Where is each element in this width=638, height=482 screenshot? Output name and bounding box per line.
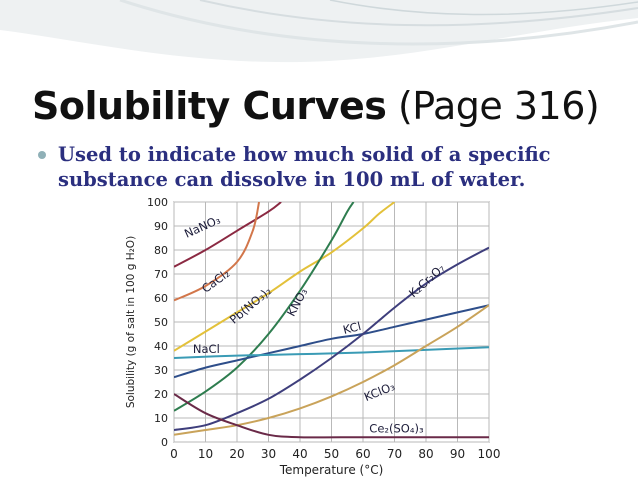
series-label-nacl: NaCl: [193, 342, 220, 356]
x-tick-label: 20: [229, 447, 244, 461]
y-tick-label: 10: [154, 412, 168, 425]
solubility-chart-svg: 0 10 20 30 40 50 60 70 80 90 100 0 10 20 30 40 50 60 70 80 9…: [125, 196, 501, 477]
series-line-kno: [174, 202, 355, 412]
series-label-ceso: Ce₂(SO₄)₃: [369, 421, 424, 435]
solubility-chart: 0 10 20 30 40 50 60 70 80 90 100 0 10 20 30 40 50 60 70 80 9…: [112, 192, 516, 478]
series-line-pbno: [174, 202, 396, 352]
x-tick-label: 10: [198, 447, 213, 461]
series-line-ceso: [174, 393, 489, 439]
x-tick-label: 50: [324, 447, 339, 461]
header-swoosh-decoration: [0, 0, 638, 63]
series-line-kcro: [174, 246, 489, 431]
series-line-kclo: [174, 304, 489, 436]
series-line-nano: [174, 202, 282, 268]
series-line-nacl: [174, 346, 489, 359]
grid-lines: [173, 201, 490, 443]
series-line-kcl: [174, 304, 489, 379]
x-tick-label: 30: [261, 447, 276, 461]
x-tick-label: 70: [387, 447, 402, 461]
bullet-point: Used to indicate how much solid of a spe…: [38, 142, 618, 192]
x-tick-label: 90: [450, 447, 465, 461]
y-tick-label: 0: [161, 436, 168, 449]
y-tick-label: 90: [154, 220, 168, 233]
series-label-kcl: KCl: [341, 319, 362, 337]
y-tick-label: 40: [154, 340, 168, 353]
title-bold-text: Solubility Curves: [32, 84, 387, 128]
y-tick-label: 20: [154, 388, 168, 401]
series-line-cacl: [174, 202, 261, 302]
y-tick-label: 30: [154, 364, 168, 377]
y-tick-label: 50: [154, 316, 168, 329]
bullet-text-line-2: substance can dissolve in 100 mL of wate…: [58, 168, 526, 191]
y-tick-label: 70: [154, 268, 168, 281]
x-tick-label: 0: [170, 447, 178, 461]
y-axis-label: Solubility (g of salt in 100 g H₂O): [125, 236, 137, 408]
x-tick-label: 60: [355, 447, 370, 461]
y-tick-label: 60: [154, 292, 168, 305]
title-page-ref: (Page 316): [397, 84, 600, 128]
x-axis-label: Temperature (°C): [279, 463, 384, 477]
y-tick-label: 100: [147, 196, 168, 209]
x-tick-label: 100: [478, 447, 501, 461]
bullet-dot-icon: [38, 151, 46, 159]
y-tick-label: 80: [154, 244, 168, 257]
x-tick-label: 40: [292, 447, 307, 461]
bullet-text-line-1: Used to indicate how much solid of a spe…: [58, 143, 551, 166]
page-title: Solubility Curves (Page 316): [32, 84, 600, 128]
x-tick-label: 80: [418, 447, 433, 461]
